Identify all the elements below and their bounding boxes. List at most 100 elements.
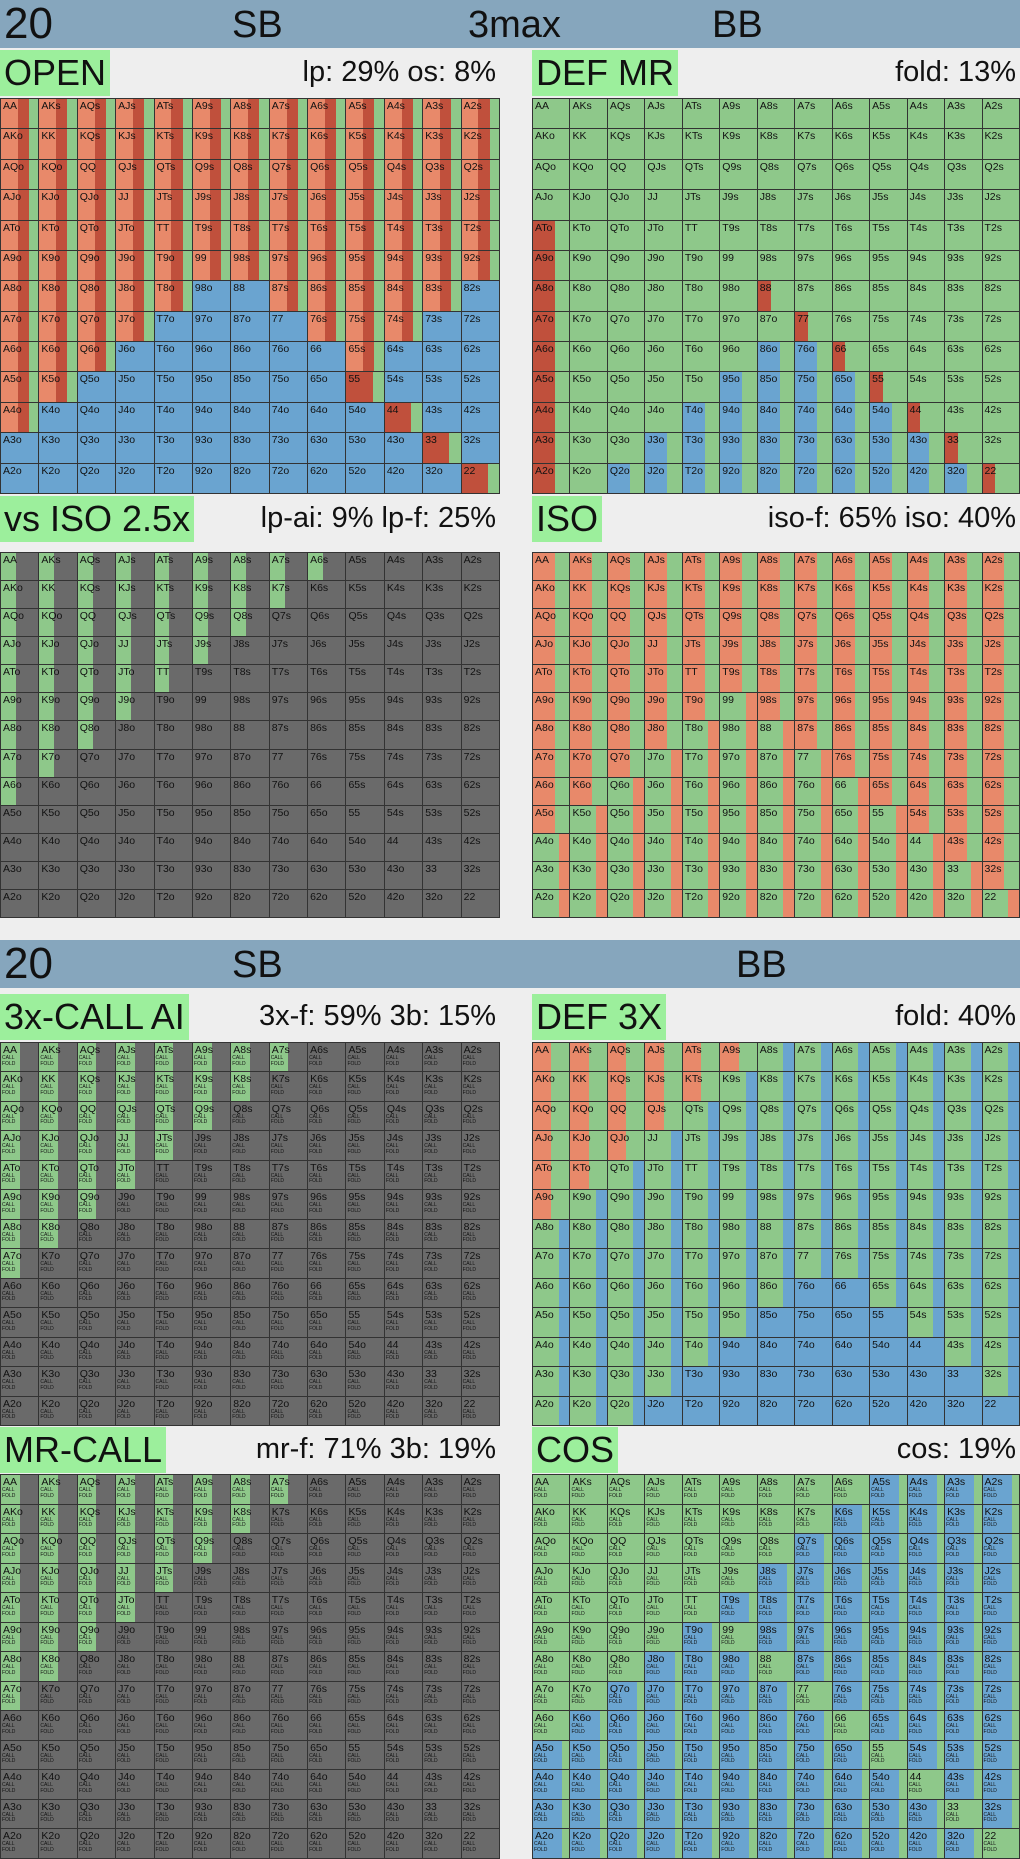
hand-cell[interactable]: 82s [982, 721, 1019, 749]
hand-cell[interactable]: Q4o [607, 833, 645, 861]
hand-cell[interactable]: Q5s [346, 159, 384, 190]
hand-cell[interactable]: Q9s CALL FOLD [192, 1534, 231, 1563]
hand-cell[interactable]: T6s [832, 665, 870, 693]
hand-cell[interactable]: 77 [795, 311, 832, 342]
hand-cell[interactable]: QQ CALL FOLD [77, 1534, 116, 1563]
hand-cell[interactable]: 98s [757, 693, 795, 721]
hand-cell[interactable]: A4s CALL FOLD [907, 1475, 945, 1504]
hand-cell[interactable]: Q4o [607, 1337, 645, 1367]
hand-cell[interactable]: A3s CALL FOLD [945, 1475, 982, 1504]
hand-cell[interactable]: K2o CALL FOLD [39, 1396, 77, 1425]
hand-cell[interactable]: K6s CALL FOLD [832, 1504, 870, 1534]
hand-cell[interactable]: 63s [945, 777, 982, 805]
hand-cell[interactable]: J5s CALL FOLD [346, 1563, 384, 1593]
hand-cell[interactable]: 93s [945, 1190, 982, 1219]
hand-cell[interactable]: AQs [77, 99, 116, 129]
hand-cell[interactable]: KTo CALL FOLD [570, 1593, 607, 1622]
hand-cell[interactable]: 74o CALL FOLD [269, 1770, 308, 1799]
hand-cell[interactable]: Q6o [77, 342, 116, 372]
hand-cell[interactable]: QJs CALL FOLD [116, 1534, 154, 1563]
hand-cell[interactable]: 72o CALL FOLD [269, 1829, 308, 1858]
hand-cell[interactable]: T3s [423, 220, 461, 250]
hand-cell[interactable]: AQo CALL FOLD [1, 1101, 39, 1131]
hand-cell[interactable]: A3o [1, 861, 39, 889]
hand-cell[interactable]: 86s [832, 1219, 870, 1249]
hand-cell[interactable]: J6o [645, 1278, 682, 1308]
hand-cell[interactable]: A5s [870, 553, 907, 581]
hand-cell[interactable]: 43o CALL FOLD [384, 1367, 423, 1396]
hand-cell[interactable]: T8o [154, 721, 192, 749]
hand-cell[interactable]: A7o [1, 311, 39, 342]
hand-cell[interactable]: QTs CALL FOLD [154, 1534, 192, 1563]
hand-cell[interactable]: Q6o [77, 777, 116, 805]
hand-cell[interactable]: 85s [346, 281, 384, 311]
hand-cell[interactable]: Q6s [308, 159, 346, 190]
hand-cell[interactable]: 72o [795, 463, 832, 493]
hand-cell[interactable]: AQo [1, 609, 39, 637]
hand-cell[interactable]: 99 [720, 1190, 757, 1219]
hand-cell[interactable]: A7s CALL FOLD [795, 1475, 832, 1504]
hand-cell[interactable]: 75o CALL FOLD [269, 1308, 308, 1337]
hand-cell[interactable]: KQs CALL FOLD [607, 1504, 645, 1534]
hand-cell[interactable]: 64s CALL FOLD [384, 1278, 423, 1308]
hand-cell[interactable]: A8o [1, 721, 39, 749]
hand-cell[interactable]: 73o [795, 433, 832, 463]
hand-cell[interactable]: J8s [231, 190, 269, 220]
hand-cell[interactable]: T6o CALL FOLD [154, 1278, 192, 1308]
hand-cell[interactable]: ATs [154, 99, 192, 129]
hand-cell[interactable]: A9s CALL FOLD [720, 1475, 757, 1504]
hand-cell[interactable]: K7s [795, 581, 832, 609]
hand-cell[interactable]: Q8s [757, 609, 795, 637]
hand-cell[interactable]: 88 CALL FOLD [757, 1652, 795, 1681]
hand-cell[interactable]: QJo [77, 637, 116, 665]
hand-cell[interactable]: J5o [116, 805, 154, 833]
hand-cell[interactable]: 76o [795, 342, 832, 372]
hand-cell[interactable]: Q9s [720, 1101, 757, 1131]
hand-cell[interactable]: 52s [982, 805, 1019, 833]
hand-cell[interactable]: Q3o CALL FOLD [77, 1799, 116, 1829]
hand-cell[interactable]: AJo CALL FOLD [533, 1563, 570, 1593]
hand-cell[interactable]: 93o CALL FOLD [192, 1367, 231, 1396]
hand-cell[interactable]: KTo [39, 220, 77, 250]
hand-cell[interactable]: 64s [384, 777, 423, 805]
hand-cell[interactable]: AJo [533, 1131, 570, 1160]
hand-cell[interactable]: Q9o [607, 250, 645, 281]
hand-cell[interactable]: Q5s CALL FOLD [346, 1101, 384, 1131]
hand-cell[interactable]: A6o CALL FOLD [1, 1278, 39, 1308]
hand-cell[interactable]: 63s CALL FOLD [423, 1278, 461, 1308]
hand-cell[interactable]: QTo CALL FOLD [607, 1593, 645, 1622]
hand-cell[interactable]: 54s [907, 1308, 945, 1337]
hand-cell[interactable]: 62o [832, 463, 870, 493]
hand-cell[interactable]: T2o [682, 1396, 720, 1425]
hand-cell[interactable]: KQs [607, 129, 645, 159]
hand-cell[interactable]: J5s CALL FOLD [346, 1131, 384, 1160]
hand-cell[interactable]: 82s CALL FOLD [461, 1219, 499, 1249]
hand-cell[interactable]: 54o [870, 402, 907, 433]
hand-cell[interactable]: K4s [907, 581, 945, 609]
hand-cell[interactable]: J7o [645, 311, 682, 342]
hand-cell[interactable]: J7s CALL FOLD [269, 1131, 308, 1160]
hand-cell[interactable]: 52o [346, 889, 384, 917]
hand-cell[interactable]: K3s CALL FOLD [945, 1504, 982, 1534]
hand-cell[interactable]: T5o [154, 805, 192, 833]
hand-cell[interactable]: 86o [757, 1278, 795, 1308]
hand-cell[interactable]: K2s [461, 129, 499, 159]
hand-cell[interactable]: K9s CALL FOLD [192, 1504, 231, 1534]
hand-cell[interactable]: A3o [533, 1367, 570, 1396]
hand-cell[interactable]: T3s [423, 665, 461, 693]
hand-cell[interactable]: Q2s CALL FOLD [461, 1534, 499, 1563]
hand-cell[interactable]: 95s CALL FOLD [346, 1190, 384, 1219]
hand-cell[interactable]: A8o CALL FOLD [533, 1652, 570, 1681]
hand-cell[interactable]: 75o [269, 372, 308, 402]
hand-cell[interactable]: 86o [231, 777, 269, 805]
hand-cell[interactable]: J5s [346, 637, 384, 665]
hand-cell[interactable]: Q5o [77, 372, 116, 402]
hand-cell[interactable]: K8s CALL FOLD [231, 1072, 269, 1101]
hand-cell[interactable]: 92o [720, 463, 757, 493]
hand-cell[interactable]: 42o CALL FOLD [384, 1396, 423, 1425]
hand-cell[interactable]: T7s [795, 1160, 832, 1190]
hand-cell[interactable]: J5s [870, 637, 907, 665]
hand-cell[interactable]: Q6s [308, 609, 346, 637]
hand-cell[interactable]: 76s [832, 311, 870, 342]
hand-cell[interactable]: J3s CALL FOLD [423, 1131, 461, 1160]
